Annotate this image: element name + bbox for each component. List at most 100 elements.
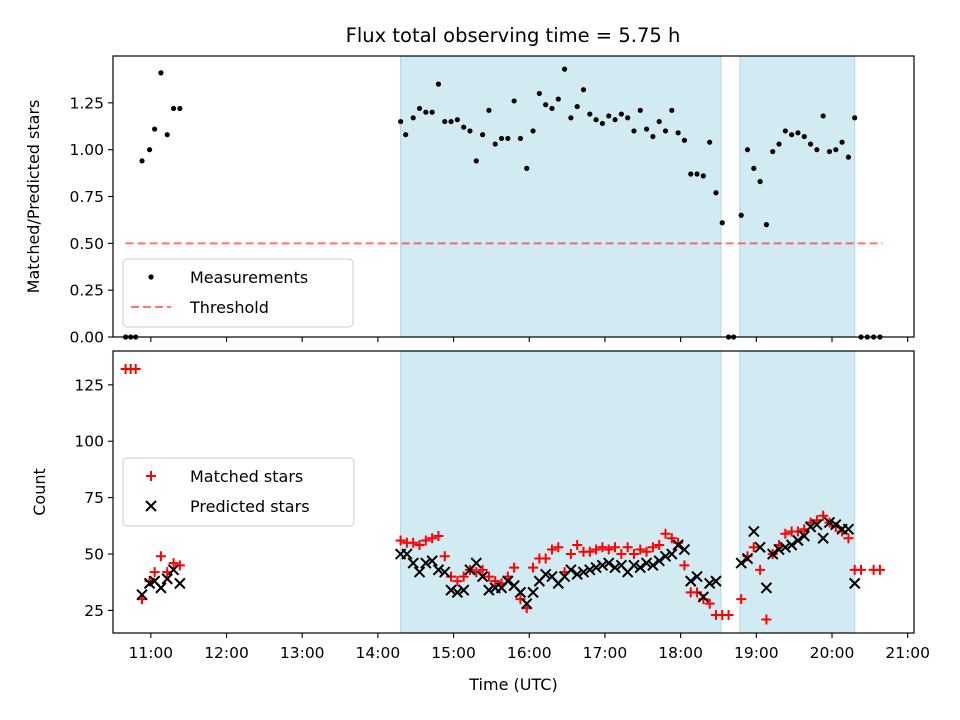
measurement-point <box>398 118 404 125</box>
measurement-point <box>618 111 624 117</box>
measurement-point <box>158 70 164 76</box>
measurement-point <box>403 132 409 138</box>
predicted-point <box>773 543 785 556</box>
legend-marker <box>148 274 154 280</box>
matched-point <box>458 571 469 582</box>
matched-point <box>433 530 444 541</box>
measurement-point <box>524 165 530 171</box>
measurement-point <box>669 107 675 113</box>
measurement-point <box>543 102 549 108</box>
observing-window <box>739 350 856 634</box>
legend-label: Threshold <box>189 298 269 317</box>
predicted-point <box>470 557 482 569</box>
measurement-point <box>177 105 183 112</box>
observing-window <box>400 55 722 338</box>
matched-point <box>616 549 627 560</box>
matched-point <box>420 535 431 546</box>
predicted-point <box>811 519 823 531</box>
measurement-point <box>580 87 587 93</box>
measurement-point <box>637 107 643 113</box>
predicted-point <box>432 564 445 576</box>
matched-point <box>446 571 457 582</box>
measurement-point <box>814 147 820 153</box>
predicted-point <box>539 568 552 581</box>
predicted-point <box>647 559 659 572</box>
predicted-point <box>628 559 640 572</box>
matched-point <box>597 542 608 553</box>
predicted-point <box>596 559 609 572</box>
matched-point <box>736 594 747 605</box>
measurement-point <box>738 212 744 218</box>
predicted-point <box>735 557 747 569</box>
matched-point <box>748 542 759 553</box>
matched-point <box>149 567 160 578</box>
measurement-point <box>467 128 473 134</box>
legend: Measurements Threshold <box>122 258 354 328</box>
chart-title: Flux total observing time = 5.75 h <box>346 24 681 47</box>
measurement-point <box>549 105 555 112</box>
y-axis-label: Count <box>30 468 49 516</box>
predicted-point <box>640 557 653 569</box>
matched-point <box>572 540 583 551</box>
predicted-point <box>842 523 855 535</box>
predicted-point <box>407 557 419 569</box>
predicted-point <box>584 564 596 576</box>
matched-point <box>427 533 438 544</box>
legend-box <box>122 258 354 328</box>
predicted-point <box>413 566 426 578</box>
matched-point <box>408 537 419 548</box>
y-tick-label: 0.00 <box>69 329 104 347</box>
measurement-point <box>429 109 435 115</box>
predicted-point <box>823 516 836 529</box>
predicted-point <box>691 570 703 583</box>
measurement-point <box>770 148 776 155</box>
matched-point <box>168 558 179 569</box>
matched-point <box>553 542 564 553</box>
predicted-point <box>760 582 773 594</box>
matched-point <box>174 560 185 571</box>
measurement-point <box>555 96 561 102</box>
matched-point <box>856 564 867 575</box>
measurement-point <box>479 132 486 138</box>
matched-point <box>584 546 595 557</box>
measurement-point <box>599 120 606 127</box>
measurement-point <box>416 105 423 112</box>
y-tick-label: 1.00 <box>69 141 104 159</box>
y-tick-label: 0.25 <box>69 282 104 300</box>
matched-point <box>792 526 803 537</box>
predicted-point <box>502 575 514 587</box>
measurement-point <box>776 141 782 147</box>
matched-point <box>130 364 141 375</box>
predicted-point <box>653 555 665 567</box>
measurement-point <box>454 117 460 123</box>
predicted-point <box>483 584 495 596</box>
predicted-point <box>136 588 148 601</box>
x-tick-label: 14:00 <box>356 644 401 662</box>
x-tick-label: 17:00 <box>583 644 628 662</box>
measurement-point <box>164 132 170 138</box>
measurement-point <box>587 111 593 117</box>
axes-frame <box>112 350 915 634</box>
predicted-point <box>451 586 464 599</box>
predicted-point <box>672 539 684 551</box>
matched-point <box>509 562 520 573</box>
matched-point <box>641 546 652 557</box>
predicted-point <box>804 521 817 533</box>
predicted-point <box>155 582 167 594</box>
measurement-point <box>852 115 858 121</box>
legend-marker <box>146 471 156 481</box>
predicted-point <box>779 541 792 553</box>
predicted-point <box>476 570 489 583</box>
y-tick-label: 25 <box>84 602 104 620</box>
y-axis-label: Matched/Predicted stars <box>24 100 43 294</box>
matched-point <box>843 533 854 544</box>
measurement-point <box>625 115 631 121</box>
measurement-point <box>795 130 801 136</box>
y-tick-label: 50 <box>84 546 104 564</box>
predicted-point <box>710 575 722 587</box>
y-tick-label: 0.75 <box>69 188 104 206</box>
measurement-point <box>511 98 517 104</box>
x-tick-label: 19:00 <box>734 644 779 662</box>
measurement-point <box>820 113 826 119</box>
